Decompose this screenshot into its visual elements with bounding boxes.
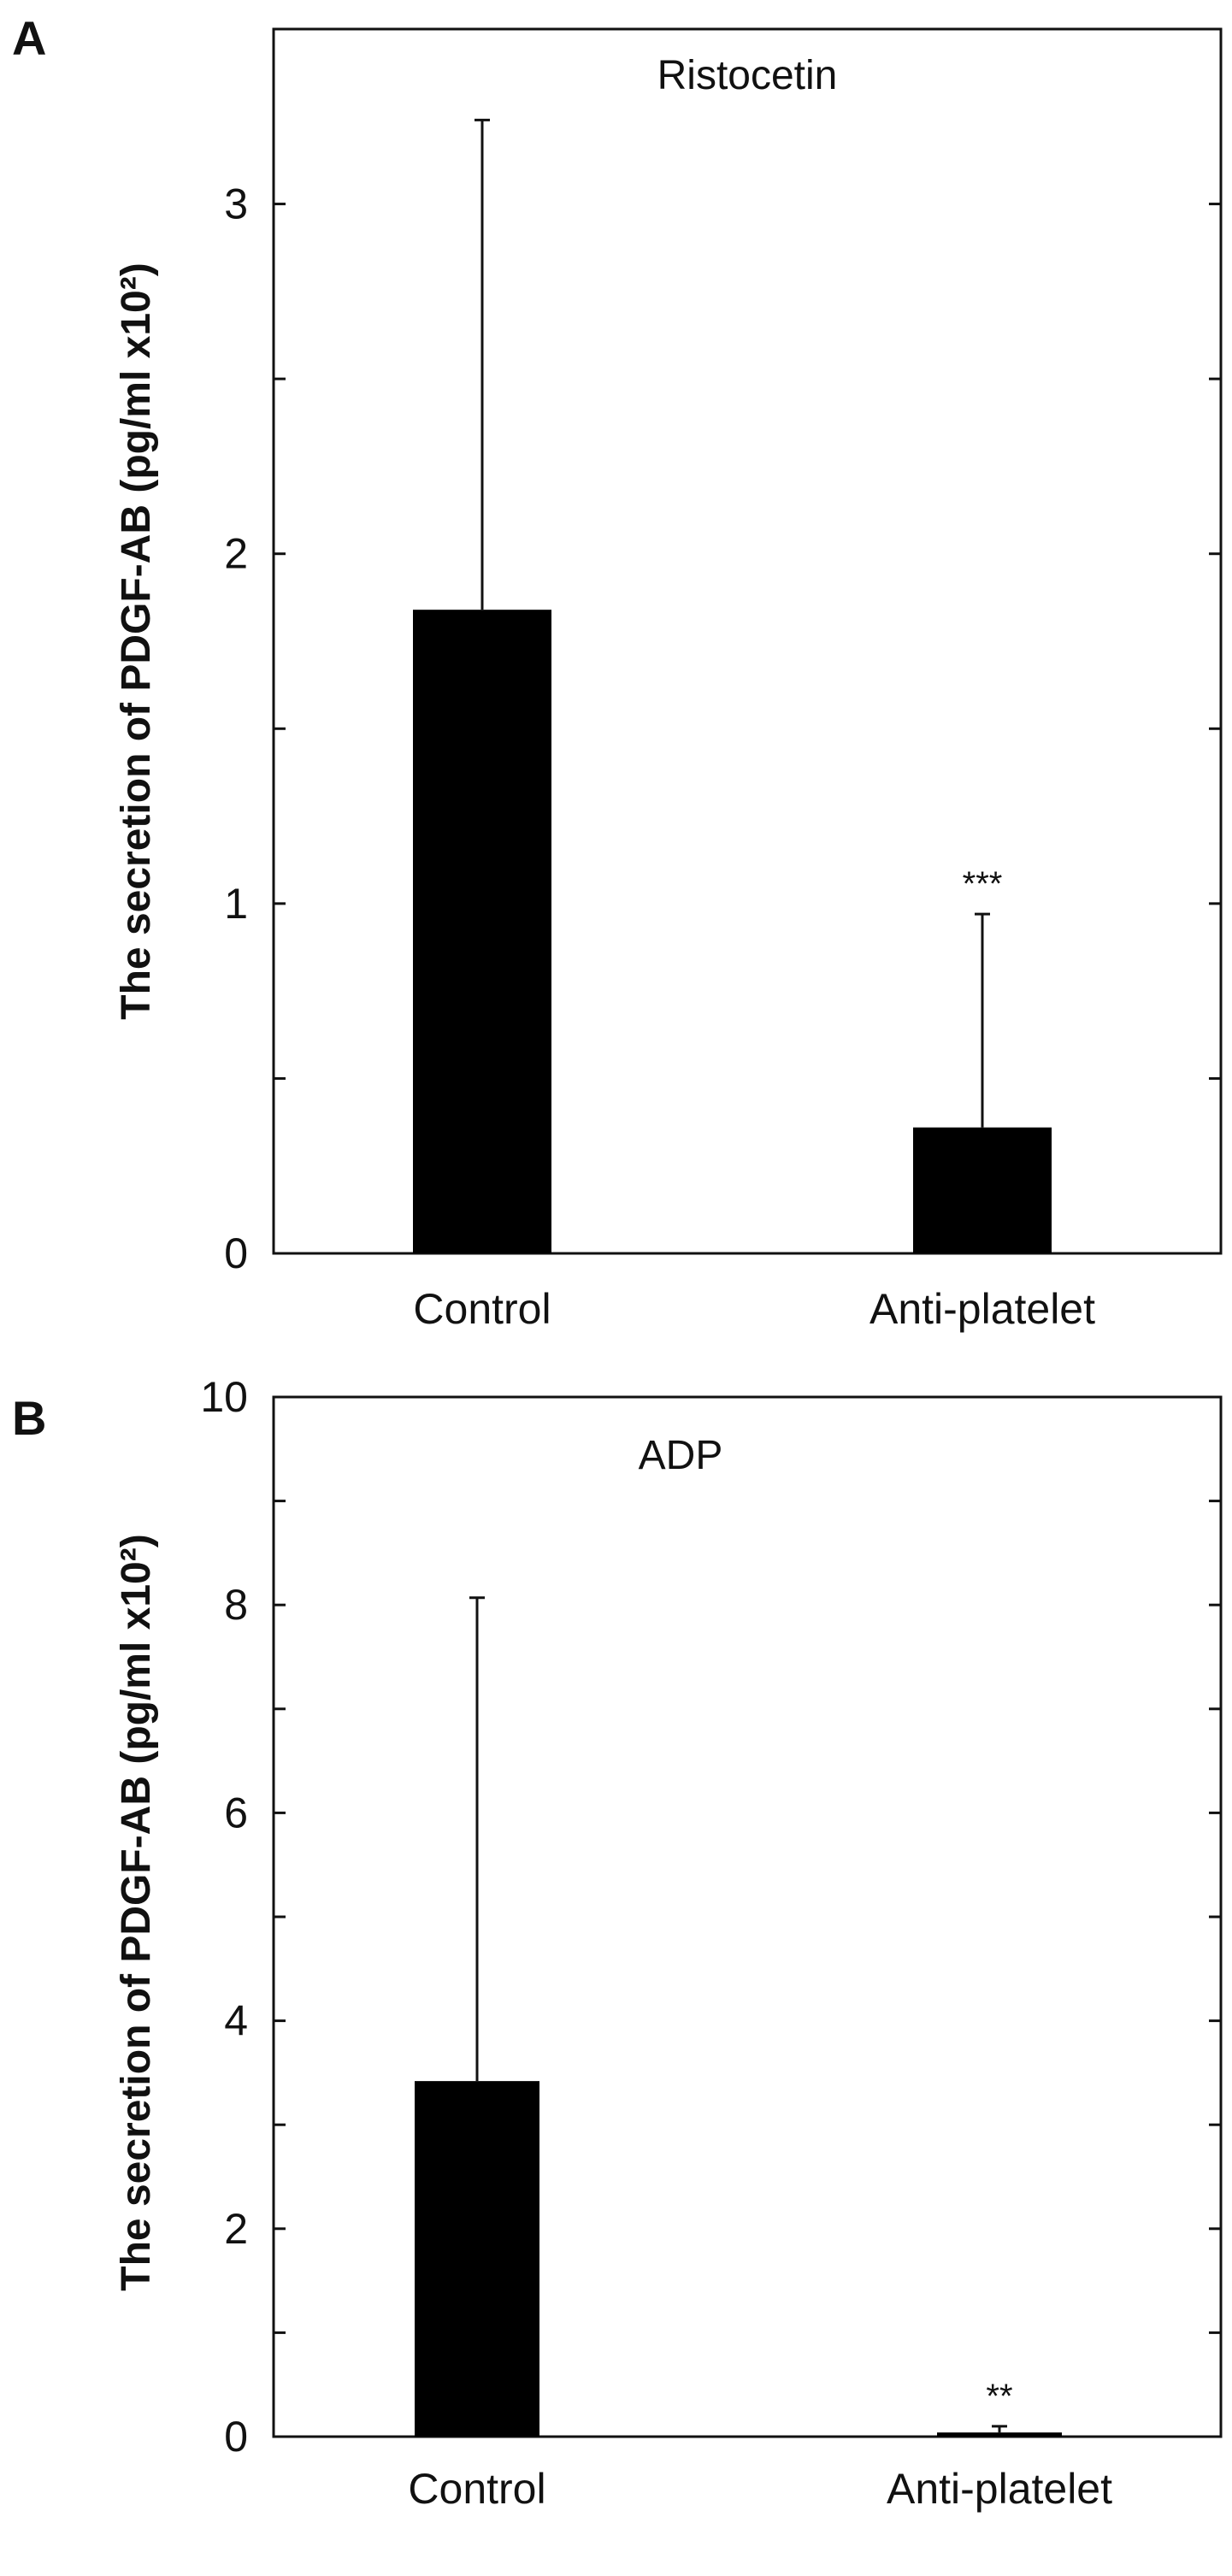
chart-title: ADP — [639, 1433, 723, 1478]
bar-marks: ** — [415, 1596, 1062, 2437]
bar — [413, 610, 551, 1253]
y-ticks: 0 2 4 6 8 10 — [200, 1373, 1221, 2461]
significance-label: ** — [986, 2378, 1012, 2415]
y-tick-label: 2 — [224, 2205, 248, 2253]
y-tick-label: 4 — [224, 1997, 248, 2045]
y-tick-label: 8 — [224, 1581, 248, 1629]
bar — [415, 2081, 539, 2437]
bar — [937, 2432, 1062, 2437]
category-label: Control — [408, 2465, 545, 2513]
plot-frame — [272, 27, 1223, 1255]
panel-letter: A — [12, 11, 46, 65]
significance-label: *** — [963, 865, 1003, 903]
y-tick-label: 6 — [224, 1789, 248, 1836]
chart-panel-b: B ADP The secretion of PDGF-AB (pg/ml x1… — [12, 1373, 1223, 2513]
y-tick-label: 0 — [224, 2413, 248, 2461]
chart-title: Ristocetin — [657, 53, 838, 98]
category-label: Anti-platelet — [887, 2465, 1112, 2513]
y-tick-label: 10 — [200, 1373, 248, 1421]
y-ticks: 0 1 2 3 — [224, 27, 1221, 1277]
chart-panel-a: A Ristocetin The secretion of PDGF-AB (p… — [12, 11, 1223, 1333]
y-axis-label: The secretion of PDGF-AB (pg/ml x10²) — [114, 1534, 159, 2290]
category-labels: Control Anti-platelet — [413, 1285, 1095, 1333]
category-labels: Control Anti-platelet — [408, 2465, 1112, 2513]
bar-marks: *** — [413, 118, 1052, 1253]
y-tick-label: 3 — [224, 180, 248, 228]
bar — [913, 1127, 1052, 1253]
category-label: Control — [413, 1285, 551, 1333]
y-tick-label: 2 — [224, 530, 248, 578]
category-label: Anti-platelet — [869, 1285, 1095, 1333]
y-axis-label: The secretion of PDGF-AB (pg/ml x10²) — [114, 262, 159, 1019]
y-tick-label: 0 — [224, 1229, 248, 1277]
panel-letter: B — [12, 1391, 46, 1445]
y-tick-label: 1 — [224, 880, 248, 928]
